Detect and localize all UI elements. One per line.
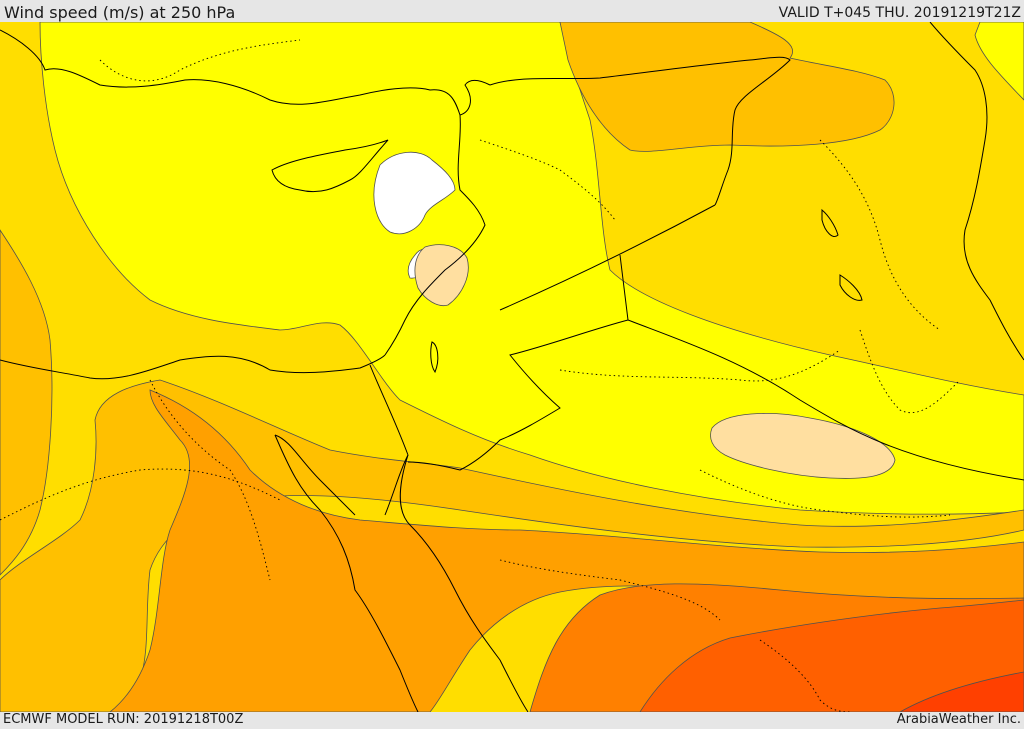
dotted-border-3 (559, 349, 841, 382)
band-yellow-core (39, 22, 1024, 515)
persian-gulf-coast (929, 22, 1024, 361)
levant-coast (384, 114, 486, 356)
band-red-orange (639, 599, 1024, 712)
dotted-border-4 (699, 469, 951, 518)
red-sea-east-coast (399, 454, 529, 712)
border-jordan-iraq-saudi (499, 204, 1024, 481)
dotted-border-9 (99, 39, 301, 82)
gulf-of-aqaba (384, 454, 409, 516)
band-peach-saudi (710, 413, 896, 479)
dotted-border-5 (499, 559, 721, 621)
dotted-border-10 (859, 329, 961, 414)
coastlines (0, 29, 529, 712)
footer-bar: ECMWF MODEL RUN: 20191218T00Z ArabiaWeat… (0, 712, 1024, 729)
gulf-island-2 (839, 274, 863, 301)
dotted-border-1 (0, 468, 281, 521)
model-run-label: ECMWF MODEL RUN: 20191218T00Z (3, 712, 244, 727)
egypt-north-coast (0, 354, 386, 380)
dotted-border-6 (759, 639, 851, 712)
map-title: Wind speed (m/s) at 250 hPa (4, 3, 236, 22)
border-sinai (369, 364, 409, 456)
provincial-borders (0, 39, 961, 712)
turkey-coast (0, 29, 491, 116)
dotted-border-7 (819, 139, 941, 331)
band-white-minimum (373, 151, 456, 235)
borders (369, 56, 1024, 481)
band-peach-levant (414, 244, 469, 307)
credit-label: ArabiaWeather Inc. (896, 712, 1021, 727)
cyprus-coast (271, 139, 389, 193)
dead-sea (430, 341, 439, 374)
border-saudi-jordan (407, 319, 629, 471)
border-syria-iraq (489, 56, 791, 206)
gulf-of-suez (274, 434, 356, 516)
band-amber-north (559, 22, 895, 152)
dotted-border-2 (149, 379, 271, 581)
band-amber-west (0, 229, 53, 576)
red-sea-west-coast (274, 434, 419, 712)
valid-time: VALID T+045 THU. 20191219T21Z (778, 5, 1021, 21)
wind-speed-map (0, 22, 1024, 712)
gulf-island-1 (821, 208, 839, 237)
header-bar: Wind speed (m/s) at 250 hPa VALID T+045 … (0, 0, 1024, 22)
